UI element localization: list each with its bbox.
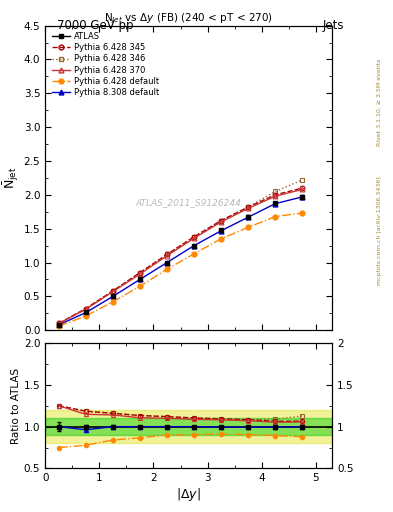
Y-axis label: Ratio to ATLAS: Ratio to ATLAS	[11, 368, 21, 444]
Text: 7000 GeV pp: 7000 GeV pp	[57, 19, 134, 32]
Text: Rivet 3.1.10, ≥ 3.5M events: Rivet 3.1.10, ≥ 3.5M events	[377, 59, 382, 146]
Y-axis label: $\mathregular{\bar{N}_{jet}}$: $\mathregular{\bar{N}_{jet}}$	[2, 167, 21, 189]
Title: N$_{jet}$ vs $\Delta y$ (FB) (240 < pT < 270): N$_{jet}$ vs $\Delta y$ (FB) (240 < pT <…	[104, 11, 273, 26]
Bar	[45, 418, 332, 435]
Bar	[45, 410, 332, 443]
Legend: ATLAS, Pythia 6.428 345, Pythia 6.428 346, Pythia 6.428 370, Pythia 6.428 defaul: ATLAS, Pythia 6.428 345, Pythia 6.428 34…	[50, 30, 162, 99]
Text: ATLAS_2011_S9126244: ATLAS_2011_S9126244	[136, 198, 242, 207]
Text: Jets: Jets	[322, 19, 344, 32]
X-axis label: $|\Delta y|$: $|\Delta y|$	[176, 486, 201, 503]
Text: mcplots.cern.ch [arXiv:1306.3436]: mcplots.cern.ch [arXiv:1306.3436]	[377, 176, 382, 285]
